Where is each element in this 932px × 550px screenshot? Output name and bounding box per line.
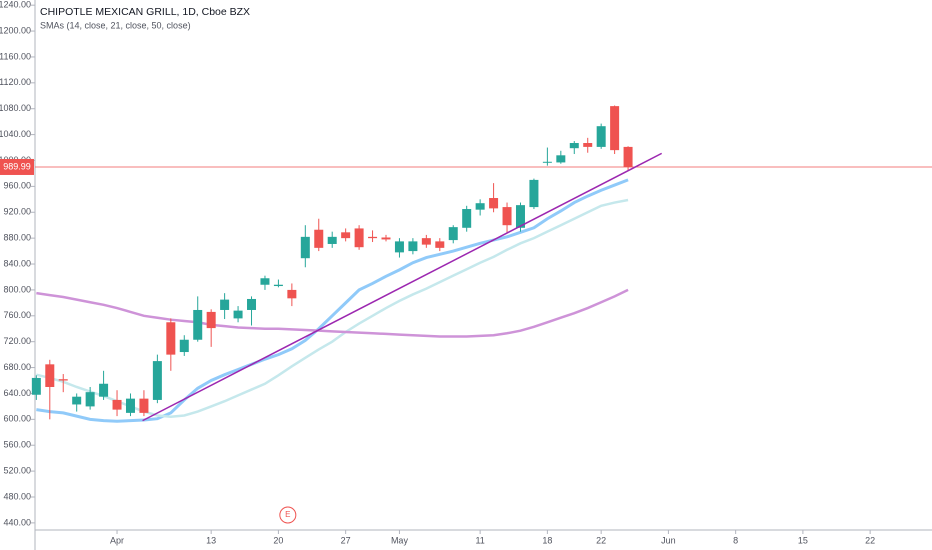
x-tick-label: 20 [273, 535, 283, 545]
candle-body [125, 398, 135, 413]
candle-body [368, 236, 378, 239]
candle-body [623, 146, 633, 167]
candle-body [300, 236, 310, 259]
candle-body [139, 398, 149, 413]
y-tick-label: 480.00 [3, 491, 31, 501]
y-tick-label: 1200.00 [0, 25, 31, 35]
candle-body [462, 209, 472, 228]
y-tick-label: 1080.00 [0, 103, 31, 113]
y-tick-label: 1040.00 [0, 129, 31, 139]
candle-body [502, 207, 512, 226]
candle-body [99, 383, 109, 397]
y-tick-label: 440.00 [3, 517, 31, 527]
candle-body [596, 126, 606, 147]
candle-body [341, 232, 351, 239]
candle-body [475, 203, 485, 210]
candle-body [220, 299, 230, 310]
sma-line [36, 288, 629, 338]
candle-body [206, 311, 216, 329]
candle-body [193, 309, 203, 340]
y-tick-label: 560.00 [3, 440, 31, 450]
candle-body [45, 364, 55, 387]
candle-body [247, 298, 257, 310]
x-tick-label: 13 [206, 535, 216, 545]
candle-body [354, 228, 364, 248]
candle-body [72, 396, 82, 405]
y-tick-label: 960.00 [3, 181, 31, 191]
candle-body [260, 278, 270, 285]
y-tick-label: 920.00 [3, 207, 31, 217]
x-tick-label: 27 [341, 535, 351, 545]
candle-body [152, 361, 162, 400]
last-price-box [0, 158, 34, 175]
x-tick-label: 15 [798, 535, 808, 545]
y-tick-label: 720.00 [3, 336, 31, 346]
candle-body [394, 241, 404, 253]
candle-body [489, 198, 499, 209]
candle-body [610, 106, 620, 151]
candle-body [529, 179, 539, 208]
candle-body [31, 377, 41, 395]
trend-line [142, 152, 663, 422]
candle-body [112, 399, 122, 410]
candle-body [327, 236, 337, 244]
candle-body [421, 238, 431, 245]
y-tick-label: 680.00 [3, 362, 31, 372]
earnings-label: E [285, 510, 290, 519]
candle-body [314, 229, 324, 248]
x-tick-label: 22 [596, 535, 606, 545]
candle-body [435, 241, 445, 248]
x-tick-label: 8 [733, 535, 738, 545]
y-tick-label: 880.00 [3, 233, 31, 243]
last-price-label: 989.99 [3, 161, 31, 171]
x-tick-label: 22 [865, 535, 875, 545]
candle-body [542, 161, 552, 163]
candle-body [515, 205, 525, 228]
candle-body [287, 289, 297, 299]
y-tick-label: 840.00 [3, 258, 31, 268]
chart-title: CHIPOTLE MEXICAN GRILL, 1D, Cboe BZX [40, 6, 250, 18]
y-tick-label: 800.00 [3, 284, 31, 294]
x-tick-label: Apr [110, 535, 124, 545]
x-tick-label: Jun [661, 535, 676, 545]
sma-line [36, 178, 629, 423]
x-tick-label: 18 [542, 535, 552, 545]
y-tick-label: 520.00 [3, 465, 31, 475]
candle-body [448, 227, 458, 241]
candle-body [583, 143, 593, 147]
earnings-marker [279, 506, 297, 524]
y-tick-label: 640.00 [3, 388, 31, 398]
x-tick-label: 11 [475, 535, 484, 545]
candle-body [556, 155, 566, 163]
candle-body [273, 284, 283, 287]
candle-body [381, 237, 391, 240]
y-tick-label: 1240.00 [0, 0, 31, 10]
y-tick-label: 600.00 [3, 414, 31, 424]
indicator-legend: SMAs (14, close, 21, close, 50, close) [40, 20, 191, 30]
y-tick-label: 1120.00 [0, 77, 31, 87]
x-tick-label: May [391, 535, 409, 545]
candle-body [233, 310, 243, 319]
y-tick-label: 1160.00 [0, 51, 31, 61]
candle-body [58, 379, 68, 381]
candle-body [179, 339, 189, 353]
candle-body [85, 392, 95, 407]
candle-body [408, 241, 418, 252]
y-tick-label: 760.00 [3, 310, 31, 320]
candle-body [166, 322, 176, 355]
candle-body [569, 143, 579, 149]
